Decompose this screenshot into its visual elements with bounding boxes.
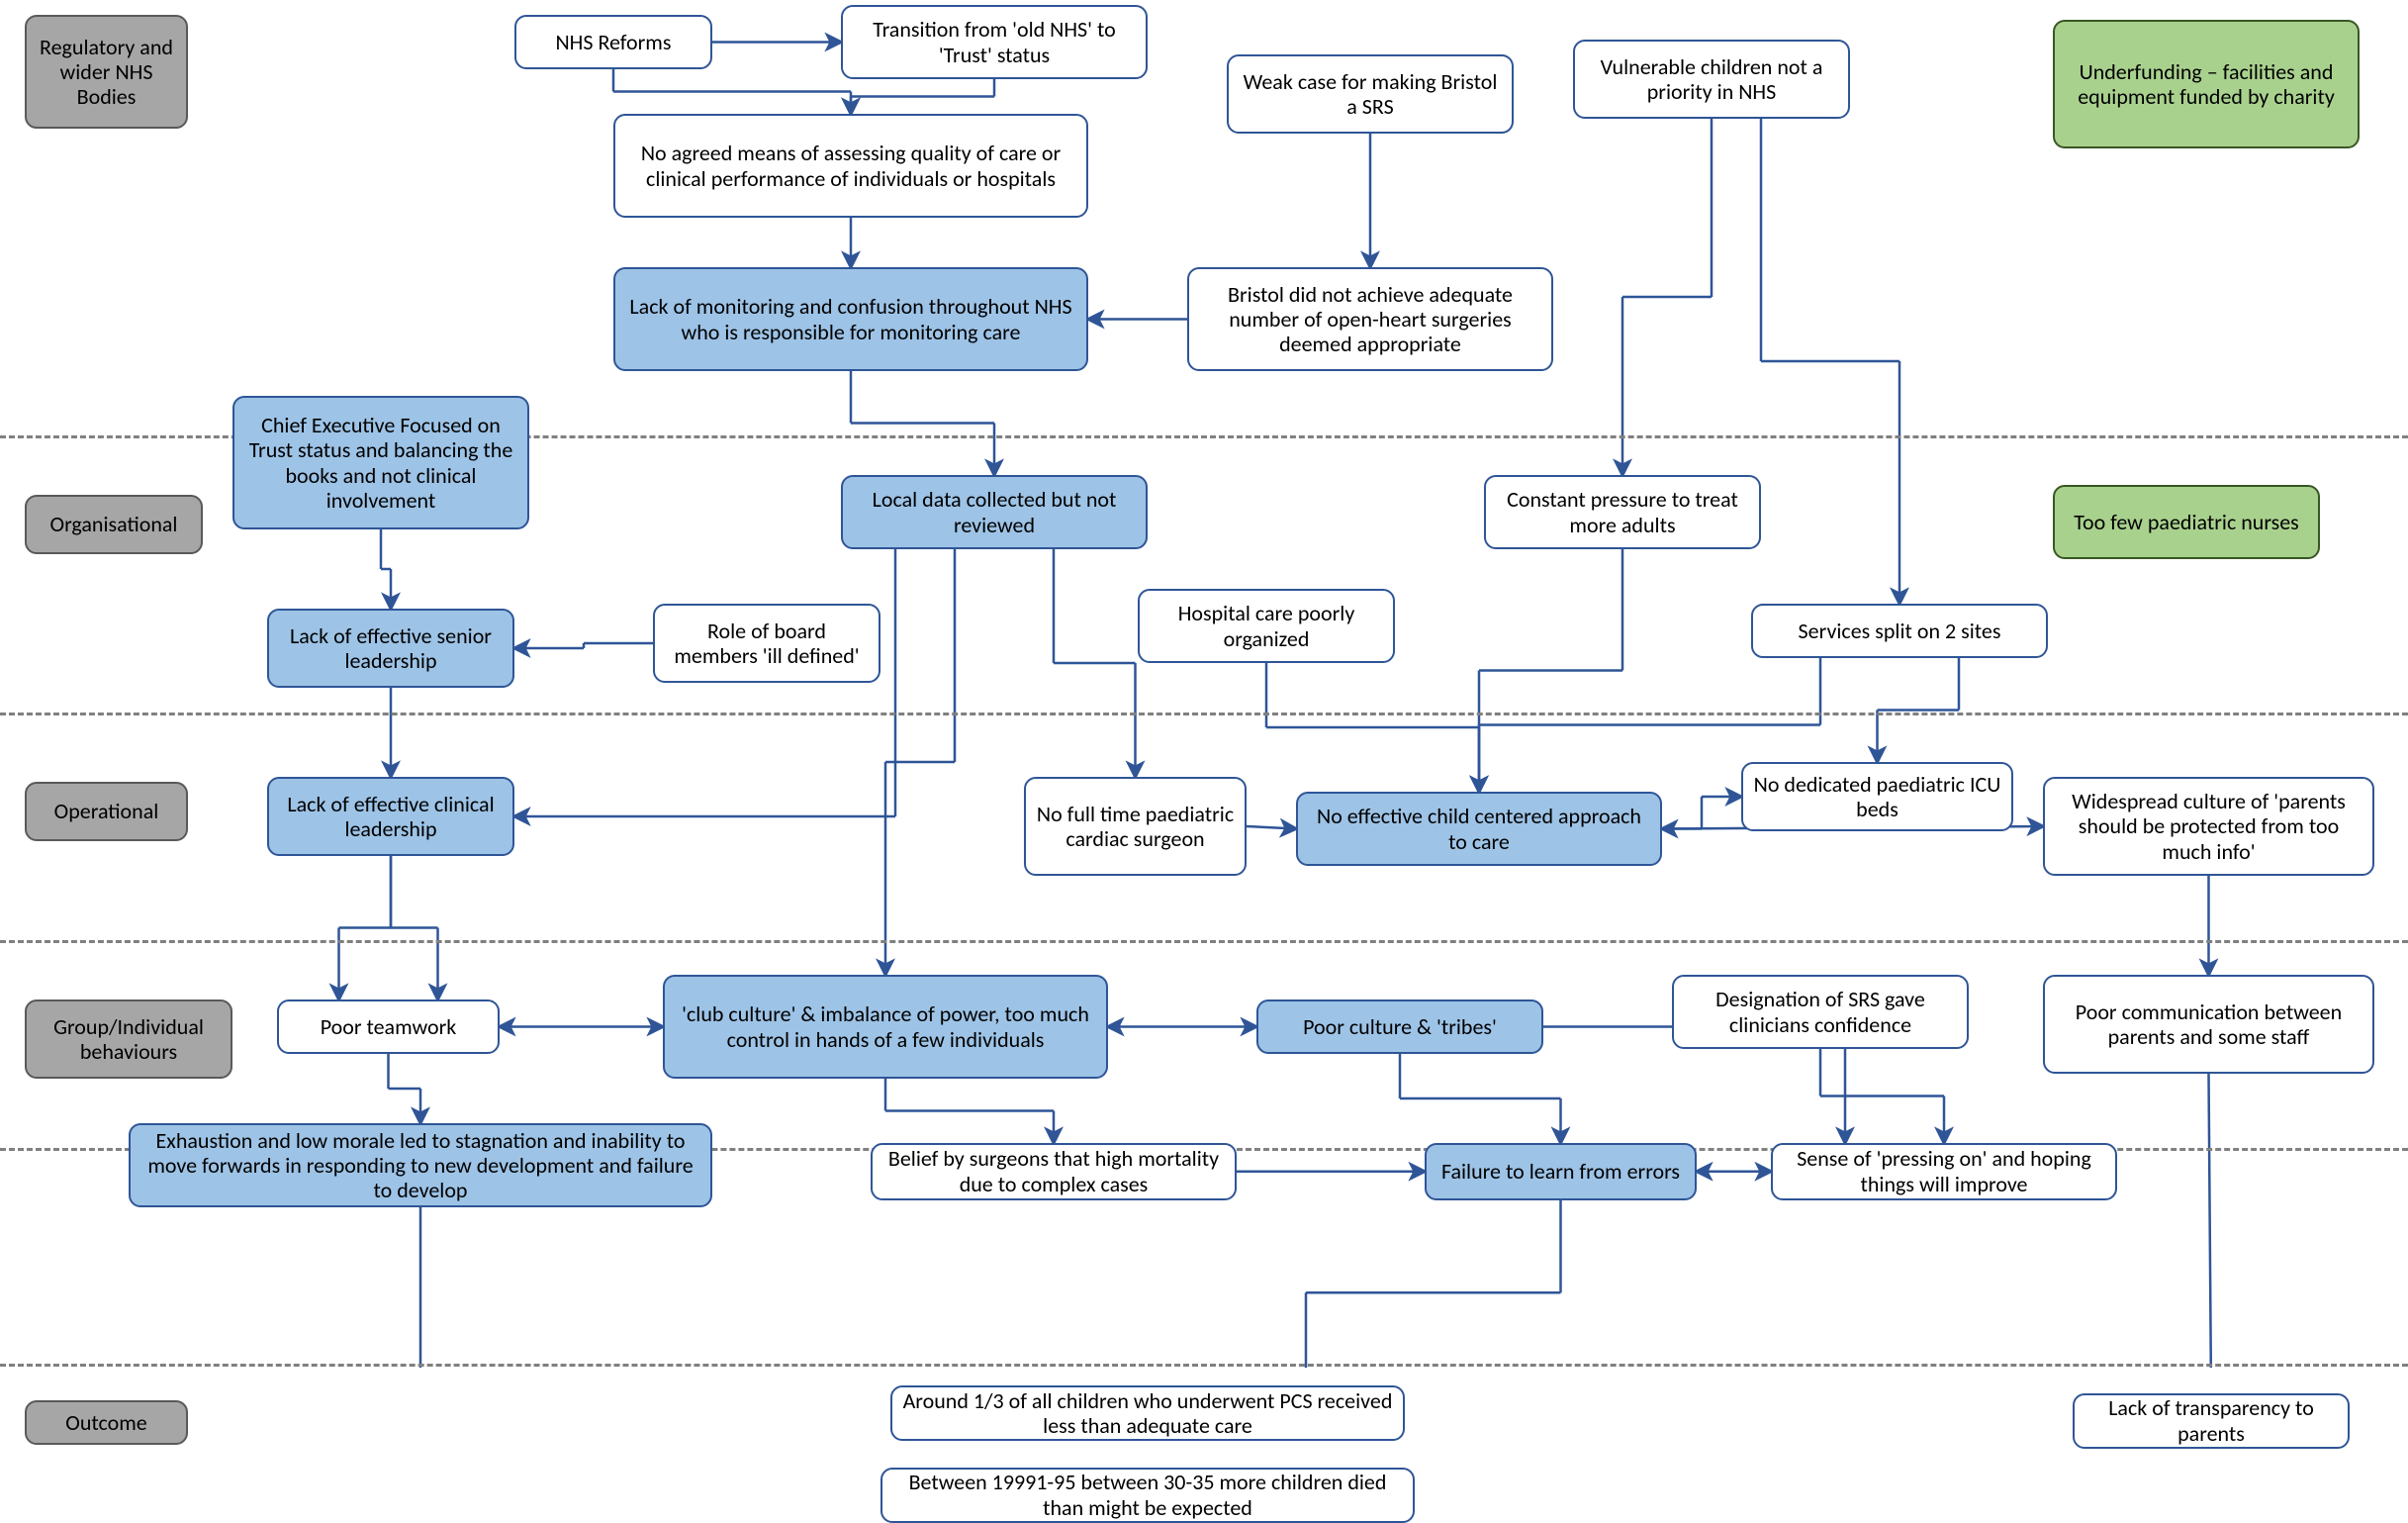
node-lane_reg: Regulatory and wider NHS Bodies	[25, 15, 188, 129]
node-label: Weak case for making Bristol a SRS	[1239, 69, 1502, 120]
node-no_agreed: No agreed means of assessing quality of …	[613, 114, 1088, 218]
node-label: No agreed means of assessing quality of …	[625, 141, 1076, 191]
node-no_icu: No dedicated paediatric ICU beds	[1741, 762, 2013, 831]
node-label: Too few paediatric nurses	[2074, 510, 2299, 534]
node-label: Lack of effective clinical leadership	[279, 792, 503, 842]
node-label: Sense of 'pressing on' and hoping things…	[1783, 1146, 2105, 1196]
node-lack_senior: Lack of effective senior leadership	[267, 609, 514, 688]
node-label: Underfunding – facilities and equipment …	[2065, 59, 2348, 110]
node-constant_pressure: Constant pressure to treat more adults	[1484, 475, 1761, 549]
node-underfunding: Underfunding – facilities and equipment …	[2053, 20, 2360, 148]
node-outcome2: Between 19991-95 between 30-35 more chil…	[880, 1468, 1415, 1523]
node-weak_case: Weak case for making Bristol a SRS	[1227, 54, 1514, 134]
flowchart-stage: Regulatory and wider NHS Bodies Organisat…	[0, 0, 2408, 1368]
node-label: Poor culture & 'tribes'	[1303, 1014, 1497, 1039]
node-label: Widespread culture of 'parents should be…	[2055, 789, 2362, 864]
node-vulnerable: Vulnerable children not a priority in NH…	[1573, 40, 1850, 119]
node-label: Transition from 'old NHS' to 'Trust' sta…	[853, 17, 1136, 67]
node-services_split: Services split on 2 sites	[1751, 604, 2048, 658]
node-label: No full time paediatric cardiac surgeon	[1036, 802, 1235, 852]
node-label: Group/Individual behaviours	[37, 1014, 221, 1065]
node-too_few_nurses: Too few paediatric nurses	[2053, 485, 2320, 559]
node-club_culture: 'club culture' & imbalance of power, too…	[663, 975, 1108, 1079]
node-label: No dedicated paediatric ICU beds	[1753, 772, 2001, 822]
node-poor_culture: Poor culture & 'tribes'	[1256, 999, 1543, 1054]
node-lack_transparency: Lack of transparency to parents	[2073, 1393, 2350, 1449]
swimlane-separator-1	[0, 713, 2408, 715]
swimlane-separator-2	[0, 940, 2408, 943]
node-failure_learn: Failure to learn from errors	[1425, 1143, 1697, 1200]
node-exhaustion: Exhaustion and low morale led to stagnat…	[129, 1123, 712, 1207]
node-label: Lack of transparency to parents	[2084, 1395, 2338, 1446]
node-label: Services split on 2 sites	[1799, 619, 2001, 643]
node-bristol_not: Bristol did not achieve adequate number …	[1187, 267, 1553, 371]
node-label: Failure to learn from errors	[1441, 1159, 1680, 1184]
node-no_full_time: No full time paediatric cardiac surgeon	[1024, 777, 1247, 876]
node-label: Hospital care poorly organized	[1150, 601, 1383, 651]
node-label: Regulatory and wider NHS Bodies	[37, 35, 176, 110]
node-label: Lack of effective senior leadership	[279, 623, 503, 674]
node-designation_srs: Designation of SRS gave clinicians confi…	[1672, 975, 1969, 1049]
node-label: NHS Reforms	[555, 30, 671, 54]
node-nhs_reforms: NHS Reforms	[514, 15, 712, 69]
node-label: Role of board members 'ill defined'	[665, 619, 869, 669]
node-transition: Transition from 'old NHS' to 'Trust' sta…	[841, 5, 1148, 79]
node-label: Exhaustion and low morale led to stagnat…	[140, 1128, 700, 1203]
node-lane_out: Outcome	[25, 1400, 188, 1445]
node-label: Belief by surgeons that high mortality d…	[882, 1146, 1225, 1196]
node-label: Outcome	[65, 1410, 146, 1435]
node-hospital_poor: Hospital care poorly organized	[1138, 589, 1395, 663]
node-outcome1: Around 1/3 of all children who underwent…	[890, 1385, 1405, 1441]
node-widespread_culture: Widespread culture of 'parents should be…	[2043, 777, 2374, 876]
node-label: Vulnerable children not a priority in NH…	[1585, 54, 1838, 105]
node-label: Chief Executive Focused on Trust status …	[244, 413, 517, 513]
node-lane_op: Operational	[25, 782, 188, 841]
node-belief_surgeons: Belief by surgeons that high mortality d…	[871, 1143, 1237, 1200]
node-lane_org: Organisational	[25, 495, 203, 554]
node-chief_exec: Chief Executive Focused on Trust status …	[232, 396, 529, 529]
node-role_board: Role of board members 'ill defined'	[653, 604, 880, 683]
node-label: Organisational	[50, 512, 178, 536]
node-label: 'club culture' & imbalance of power, too…	[675, 1001, 1096, 1052]
node-label: Designation of SRS gave clinicians confi…	[1684, 987, 1957, 1037]
node-label: Between 19991-95 between 30-35 more chil…	[892, 1470, 1403, 1520]
node-poor_comm: Poor communication between parents and s…	[2043, 975, 2374, 1074]
node-lack_clinical: Lack of effective clinical leadership	[267, 777, 514, 856]
node-label: Lack of monitoring and confusion through…	[625, 294, 1076, 344]
node-pressing_on: Sense of 'pressing on' and hoping things…	[1771, 1143, 2117, 1200]
node-poor_teamwork: Poor teamwork	[277, 999, 500, 1054]
node-lack_monitoring: Lack of monitoring and confusion through…	[613, 267, 1088, 371]
node-label: Poor teamwork	[321, 1014, 457, 1039]
node-no_effective_child: No effective child centered approach to …	[1296, 792, 1662, 866]
node-label: No effective child centered approach to …	[1308, 804, 1650, 854]
node-label: Local data collected but not reviewed	[853, 487, 1136, 537]
node-label: Operational	[54, 799, 159, 823]
node-local_data: Local data collected but not reviewed	[841, 475, 1148, 549]
node-label: Bristol did not achieve adequate number …	[1199, 282, 1541, 357]
node-label: Around 1/3 of all children who underwent…	[902, 1388, 1393, 1439]
node-label: Constant pressure to treat more adults	[1496, 487, 1749, 537]
node-label: Poor communication between parents and s…	[2055, 999, 2362, 1050]
node-lane_grp: Group/Individual behaviours	[25, 999, 232, 1079]
swimlane-separator-4	[0, 1364, 2408, 1367]
